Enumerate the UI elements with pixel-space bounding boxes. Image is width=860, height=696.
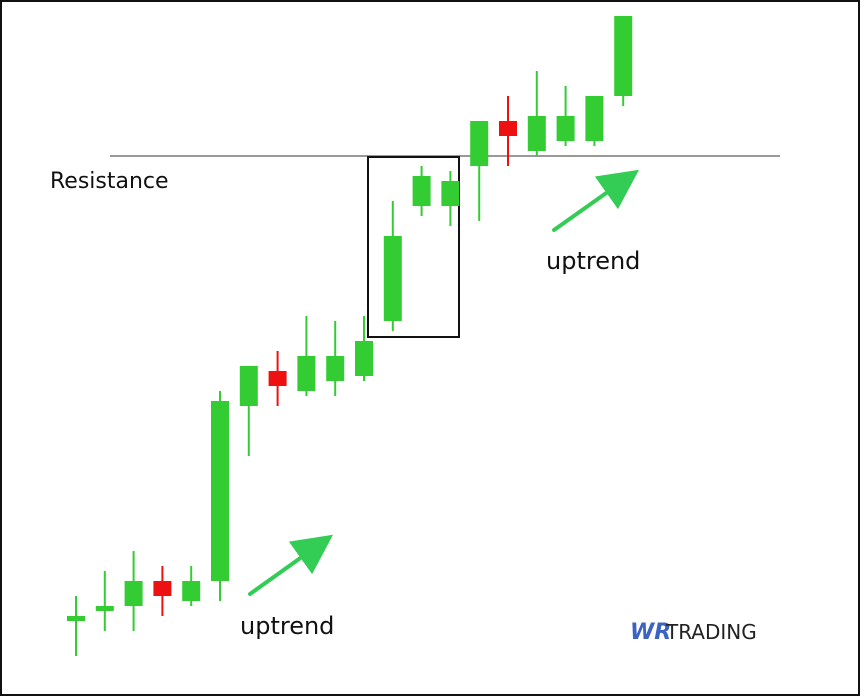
candle-body-down <box>499 121 517 136</box>
candle-body-up <box>355 341 373 376</box>
candle-body-up <box>211 401 229 581</box>
candle-body-up <box>412 176 431 206</box>
candle-body-up <box>124 581 143 606</box>
candle-body-up <box>95 606 114 611</box>
candle-body-up <box>441 181 460 206</box>
candle-body-down <box>153 581 172 596</box>
highlight-box <box>367 156 460 338</box>
candle-body-up <box>614 16 633 96</box>
candle-body-up <box>297 356 316 391</box>
candle-body-up <box>326 356 345 381</box>
resistance-label: Resistance <box>50 169 169 194</box>
candle-body-up <box>182 581 201 601</box>
logo-mark: WR <box>630 620 671 645</box>
candle-body-up <box>67 616 85 621</box>
candle-body-up <box>585 96 604 141</box>
logo-text: TRADING <box>665 620 757 644</box>
candle-body-up <box>239 366 258 406</box>
candle-body-up <box>556 116 575 141</box>
candles-group <box>67 16 633 656</box>
wrtrading-logo: WR TRADING <box>630 620 757 645</box>
candle-body-up <box>383 236 402 321</box>
candle-body-up <box>470 121 489 166</box>
candle-body-down <box>268 371 287 386</box>
uptrend-arrow-high <box>552 169 640 232</box>
candle-body-up <box>527 116 546 151</box>
uptrend-arrow-low <box>248 534 334 596</box>
uptrend-label-low: uptrend <box>240 612 334 640</box>
uptrend-label-high: uptrend <box>546 247 640 275</box>
